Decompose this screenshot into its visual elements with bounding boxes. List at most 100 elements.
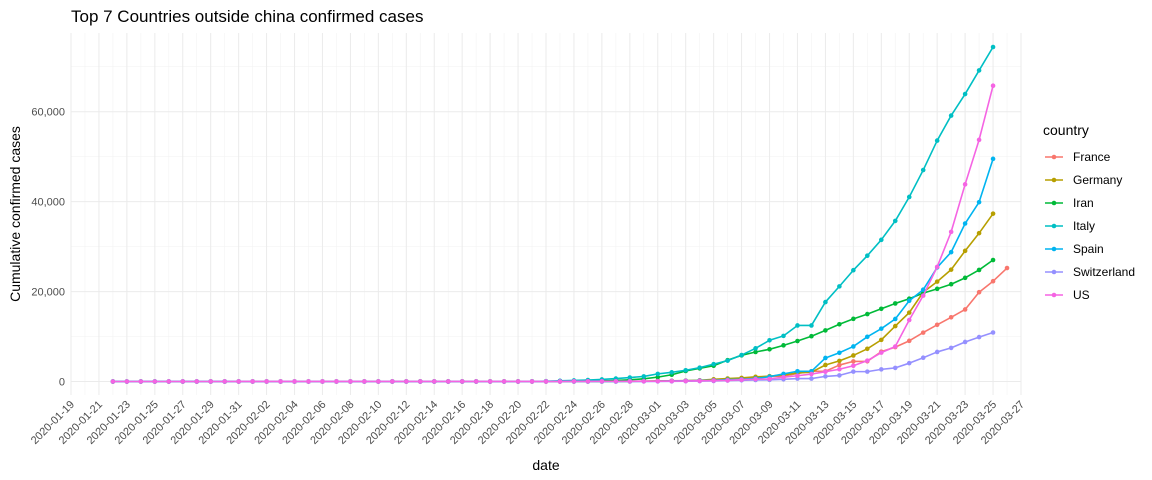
- data-point-us: [976, 137, 982, 143]
- data-point-germany: [976, 230, 982, 236]
- y-tick-label: 20,000: [31, 287, 65, 299]
- data-point-germany: [990, 211, 996, 216]
- data-point-us: [906, 317, 912, 323]
- legend-label: France: [1073, 150, 1111, 164]
- series-us: [110, 83, 996, 384]
- data-point-italy: [865, 253, 870, 258]
- data-point-us: [250, 379, 255, 384]
- data-point-italy: [990, 44, 996, 50]
- data-point-switzerland: [809, 376, 814, 381]
- data-point-spain: [837, 350, 842, 356]
- data-point-us: [739, 377, 744, 383]
- data-point-us: [837, 366, 842, 372]
- data-point-france: [851, 359, 856, 364]
- data-point-us: [236, 379, 241, 384]
- data-point-us: [124, 379, 130, 384]
- data-point-switzerland: [962, 339, 968, 345]
- data-point-us: [795, 373, 800, 379]
- data-point-italy: [892, 218, 898, 224]
- data-point-italy: [920, 167, 926, 173]
- data-point-us: [222, 379, 227, 384]
- data-point-france: [920, 330, 926, 335]
- legend-item-france: France: [1045, 150, 1111, 164]
- data-point-spain: [795, 368, 800, 374]
- series-line-spain: [112, 158, 994, 383]
- data-point-us: [809, 371, 814, 377]
- data-point-us: [865, 358, 870, 363]
- data-point-italy: [725, 358, 730, 363]
- data-point-germany: [851, 353, 856, 358]
- data-point-us: [571, 378, 577, 384]
- data-point-iran: [837, 321, 842, 327]
- data-point-germany: [865, 346, 870, 352]
- data-point-us: [641, 378, 647, 384]
- legend-key-point: [1051, 292, 1057, 298]
- x-axis-title: date: [532, 457, 559, 473]
- data-point-germany: [934, 279, 940, 284]
- series-lines: [110, 44, 1010, 384]
- data-point-iran: [781, 343, 786, 348]
- data-point-switzerland: [990, 330, 996, 335]
- data-point-us: [473, 379, 479, 384]
- data-point-us: [194, 379, 200, 384]
- data-point-us: [655, 378, 661, 384]
- series-germany: [110, 211, 996, 384]
- data-point-iran: [823, 328, 828, 333]
- data-point-us: [292, 379, 297, 384]
- data-point-iran: [990, 257, 996, 263]
- legend-key-point: [1051, 154, 1057, 160]
- data-point-france: [837, 362, 842, 368]
- data-point-iran: [809, 333, 814, 339]
- data-point-iran: [948, 281, 954, 287]
- data-point-iran: [962, 275, 968, 281]
- data-point-us: [459, 379, 465, 384]
- data-point-iran: [892, 301, 898, 306]
- data-point-italy: [906, 194, 912, 200]
- legend-label: Iran: [1073, 196, 1094, 210]
- data-point-us: [892, 344, 898, 349]
- series-line-italy: [112, 46, 994, 383]
- data-point-germany: [823, 362, 828, 368]
- data-point-us: [557, 379, 563, 384]
- data-point-italy: [711, 361, 716, 367]
- data-point-germany: [878, 337, 884, 343]
- data-point-us: [599, 378, 605, 384]
- legend-title: country: [1043, 122, 1089, 138]
- data-point-switzerland: [837, 373, 842, 378]
- data-point-switzerland: [976, 334, 982, 340]
- legend-item-germany: Germany: [1045, 173, 1122, 187]
- data-point-us: [669, 378, 675, 384]
- data-point-us: [753, 376, 758, 382]
- data-point-italy: [683, 367, 689, 373]
- legend-key-point: [1051, 200, 1057, 206]
- data-point-us: [613, 378, 619, 384]
- data-point-iran: [795, 338, 800, 344]
- data-point-italy: [655, 371, 661, 377]
- data-point-switzerland: [934, 349, 940, 355]
- legend-item-us: US: [1045, 288, 1090, 302]
- data-point-us: [445, 379, 451, 384]
- data-point-italy: [851, 267, 856, 273]
- y-axis-title: Cumulative confirmed cases: [7, 126, 23, 302]
- data-point-italy: [641, 374, 647, 379]
- data-point-italy: [795, 323, 800, 328]
- data-point-italy: [823, 299, 828, 305]
- data-point-germany: [962, 248, 968, 254]
- data-point-spain: [948, 249, 954, 255]
- data-point-iran: [865, 311, 870, 317]
- grid: [70, 33, 1022, 395]
- y-axis-ticks: 0 20,000 40,000 60,000: [31, 107, 65, 389]
- data-point-italy: [837, 284, 842, 289]
- data-point-italy: [739, 352, 744, 358]
- data-point-us: [767, 376, 772, 382]
- data-point-us: [515, 379, 521, 384]
- data-point-us: [543, 379, 549, 384]
- data-point-us: [697, 378, 702, 384]
- legend-item-switzerland: Switzerland: [1045, 265, 1135, 279]
- legend-item-spain: Spain: [1045, 242, 1104, 256]
- data-point-italy: [753, 346, 758, 351]
- legend-label: Spain: [1073, 242, 1104, 256]
- legend-key-point: [1051, 246, 1057, 252]
- data-point-us: [781, 374, 786, 380]
